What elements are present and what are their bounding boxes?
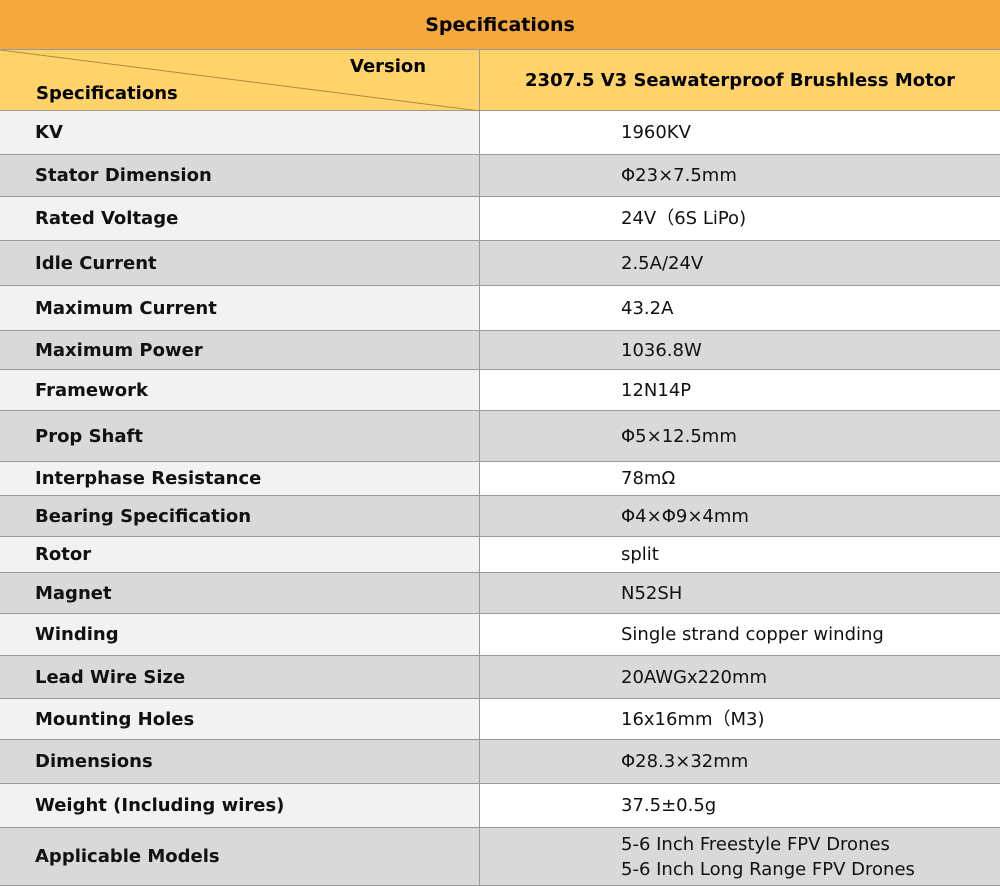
table-title: Specifications [0, 0, 1000, 50]
spec-value: Φ23×7.5mm [480, 155, 1000, 197]
spec-label: Lead Wire Size [0, 656, 480, 699]
spec-value: 20AWGx220mm [480, 656, 1000, 699]
spec-label: Dimensions [0, 740, 480, 784]
diagonal [0, 50, 480, 111]
spec-label: Rated Voltage [0, 197, 480, 241]
spec-value: Φ28.3×32mm [480, 740, 1000, 784]
spec-label: Magnet [0, 573, 480, 614]
spec-label: Mounting Holes [0, 699, 480, 740]
spec-label: Idle Current [0, 241, 480, 286]
spec-value: 16x16mm（M3) [480, 699, 1000, 740]
spec-value: Single strand copper winding [480, 614, 1000, 656]
spec-label: Weight (Including wires) [0, 784, 480, 828]
spec-label: Maximum Current [0, 286, 480, 331]
spec-value: N52SH [480, 573, 1000, 614]
specifications-label: Specifications [36, 83, 178, 104]
spec-value: 43.2A [480, 286, 1000, 331]
spec-value-line: 5-6 Inch Long Range FPV Drones [621, 858, 915, 880]
product-header: 2307.5 V3 Seawaterproof Brushless Motor [480, 50, 1000, 111]
version-label: Version [350, 56, 427, 77]
spec-value-line: 5-6 Inch Freestyle FPV Drones [621, 833, 890, 855]
spec-value: 2.5A/24V [480, 241, 1000, 286]
spec-value: 12N14P [480, 370, 1000, 411]
spec-value: Φ4×Φ9×4mm [480, 496, 1000, 537]
spec-value: 5-6 Inch Freestyle FPV Drones 5-6 Inch Lo… [480, 828, 1000, 886]
spec-label: Bearing Specification [0, 496, 480, 537]
spec-label: KV [0, 111, 480, 155]
header-corner: Version Specifications [0, 50, 480, 111]
spec-label: Applicable Models [0, 828, 480, 886]
spec-value: Φ5×12.5mm [480, 411, 1000, 462]
spec-value: 1960KV [480, 111, 1000, 155]
spec-label: Stator Dimension [0, 155, 480, 197]
spec-value: 78mΩ [480, 462, 1000, 496]
spec-value: 37.5±0.5g [480, 784, 1000, 828]
spec-label: Prop Shaft [0, 411, 480, 462]
spec-value: 1036.8W [480, 331, 1000, 370]
spec-label: Interphase Resistance [0, 462, 480, 496]
spec-value: split [480, 537, 1000, 573]
spec-label: Winding [0, 614, 480, 656]
spec-label: Rotor [0, 537, 480, 573]
spec-value: 24V（6S LiPo) [480, 197, 1000, 241]
spec-label: Framework [0, 370, 480, 411]
spec-label: Maximum Power [0, 331, 480, 370]
